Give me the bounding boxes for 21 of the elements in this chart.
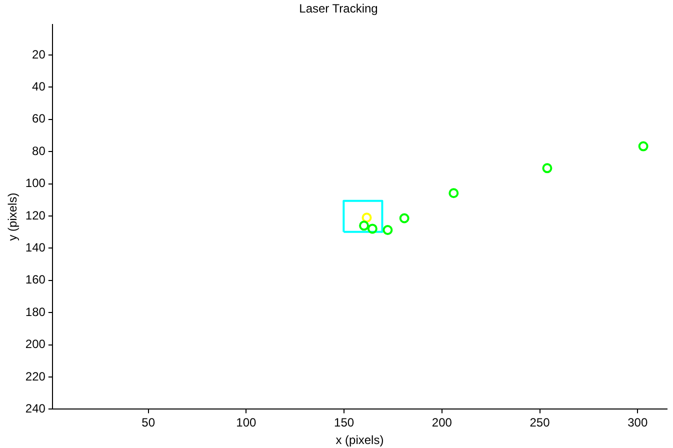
x-tick-label: 100 [236,416,257,430]
y-axis-title: y (pixels) [6,192,20,241]
x-tick-label: 200 [432,416,452,430]
y-tick-label: 200 [25,337,46,352]
y-tick-label: 220 [25,369,46,384]
y-tick-label: 120 [25,208,46,222]
x-tick-label: 300 [628,416,648,430]
y-tick-label: 60 [32,112,46,126]
y-tick-label: 140 [25,240,46,255]
y-tick-label: 20 [32,47,46,62]
y-tick-label: 160 [25,272,46,287]
x-axis-title: x (pixels) [336,433,384,448]
x-tick-label: 150 [334,416,354,430]
y-tick-label: 240 [25,402,46,416]
y-tick-label: 180 [25,304,46,319]
chart-title: Laser Tracking [299,2,378,16]
y-tick-label: 100 [25,176,46,190]
y-tick-label: 40 [32,80,46,94]
x-tick-label: 50 [142,416,156,430]
x-tick-label: 250 [530,416,550,430]
y-tick-label: 80 [32,144,46,158]
